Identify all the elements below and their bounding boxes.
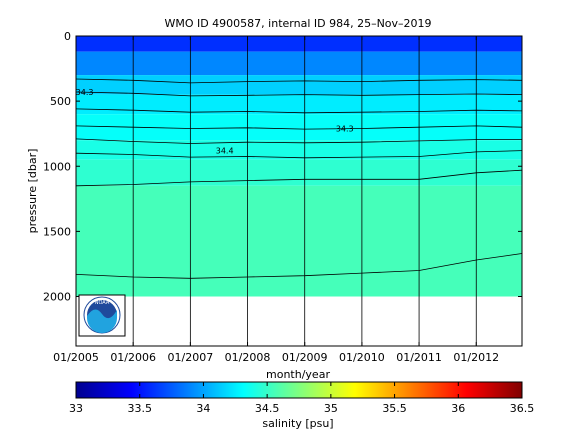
contour-label: 34.3 — [336, 124, 354, 133]
contour-labels: 34.3 34.3 34.4 — [76, 88, 354, 156]
logo-text: NOAA — [95, 300, 110, 306]
colorbar-tick-label: 34 — [196, 402, 210, 415]
y-tick-label: 1000 — [43, 160, 71, 173]
x-tick-label: 01/2009 — [282, 351, 328, 364]
noaa-logo: NOAA — [78, 294, 126, 337]
x-tick-label: 01/2006 — [110, 351, 156, 364]
colorbar: 33 33.5 34 34.5 35 35.5 36 36.5 — [69, 381, 534, 415]
y-tick-label: 2000 — [43, 291, 71, 304]
salinity-layer — [76, 140, 522, 160]
colorbar-tick-label: 34.5 — [255, 402, 280, 415]
chart-title: WMO ID 4900587, internal ID 984, 25–Nov–… — [164, 17, 431, 30]
colorbar-tick-label: 35 — [324, 402, 338, 415]
x-tick-label: 01/2010 — [339, 351, 385, 364]
colorbar-ticks: 33 33.5 34 34.5 35 35.5 36 36.5 — [69, 382, 534, 415]
grid-lines — [132, 36, 477, 346]
salinity-layer — [76, 36, 522, 52]
salinity-layer — [76, 75, 522, 95]
x-axis-label: month/year — [266, 368, 330, 381]
y-tick-label: 500 — [50, 95, 71, 108]
colorbar-label: salinity [psu] — [262, 417, 333, 430]
colorbar-tick-label: 35.5 — [382, 402, 407, 415]
colorbar-tick-label: 36 — [451, 402, 465, 415]
contour-label: 34.3 — [76, 88, 94, 97]
x-tick-label: 01/2008 — [225, 351, 271, 364]
y-tick-label: 0 — [64, 30, 71, 43]
x-tick-label: 01/2012 — [453, 351, 499, 364]
salinity-layer — [76, 51, 522, 76]
salinity-field — [76, 36, 522, 297]
colorbar-tick-label: 36.5 — [510, 402, 535, 415]
logo-wave — [87, 309, 117, 333]
contour-label: 34.4 — [216, 147, 234, 156]
y-tick-label: 1500 — [43, 225, 71, 238]
colorbar-gradient — [75, 381, 523, 399]
x-axis: 01/2005 01/2006 01/2007 01/2008 01/2009 01/20… — [53, 36, 499, 364]
y-axis-label: pressure [dbar] — [26, 149, 39, 234]
x-tick-label: 01/2011 — [396, 351, 442, 364]
y-axis: 0 500 1000 1500 2000 — [43, 30, 522, 304]
plot-frame — [75, 35, 523, 347]
x-tick-label: 01/2005 — [53, 351, 99, 364]
colorbar-tick-label: 33.5 — [127, 402, 152, 415]
x-tick-label: 01/2007 — [168, 351, 214, 364]
salinity-layer — [76, 159, 522, 186]
salinity-layer — [76, 94, 522, 115]
salinity-layer — [76, 185, 522, 297]
colorbar-tick-label: 33 — [69, 402, 83, 415]
salinity-layer — [76, 114, 522, 141]
